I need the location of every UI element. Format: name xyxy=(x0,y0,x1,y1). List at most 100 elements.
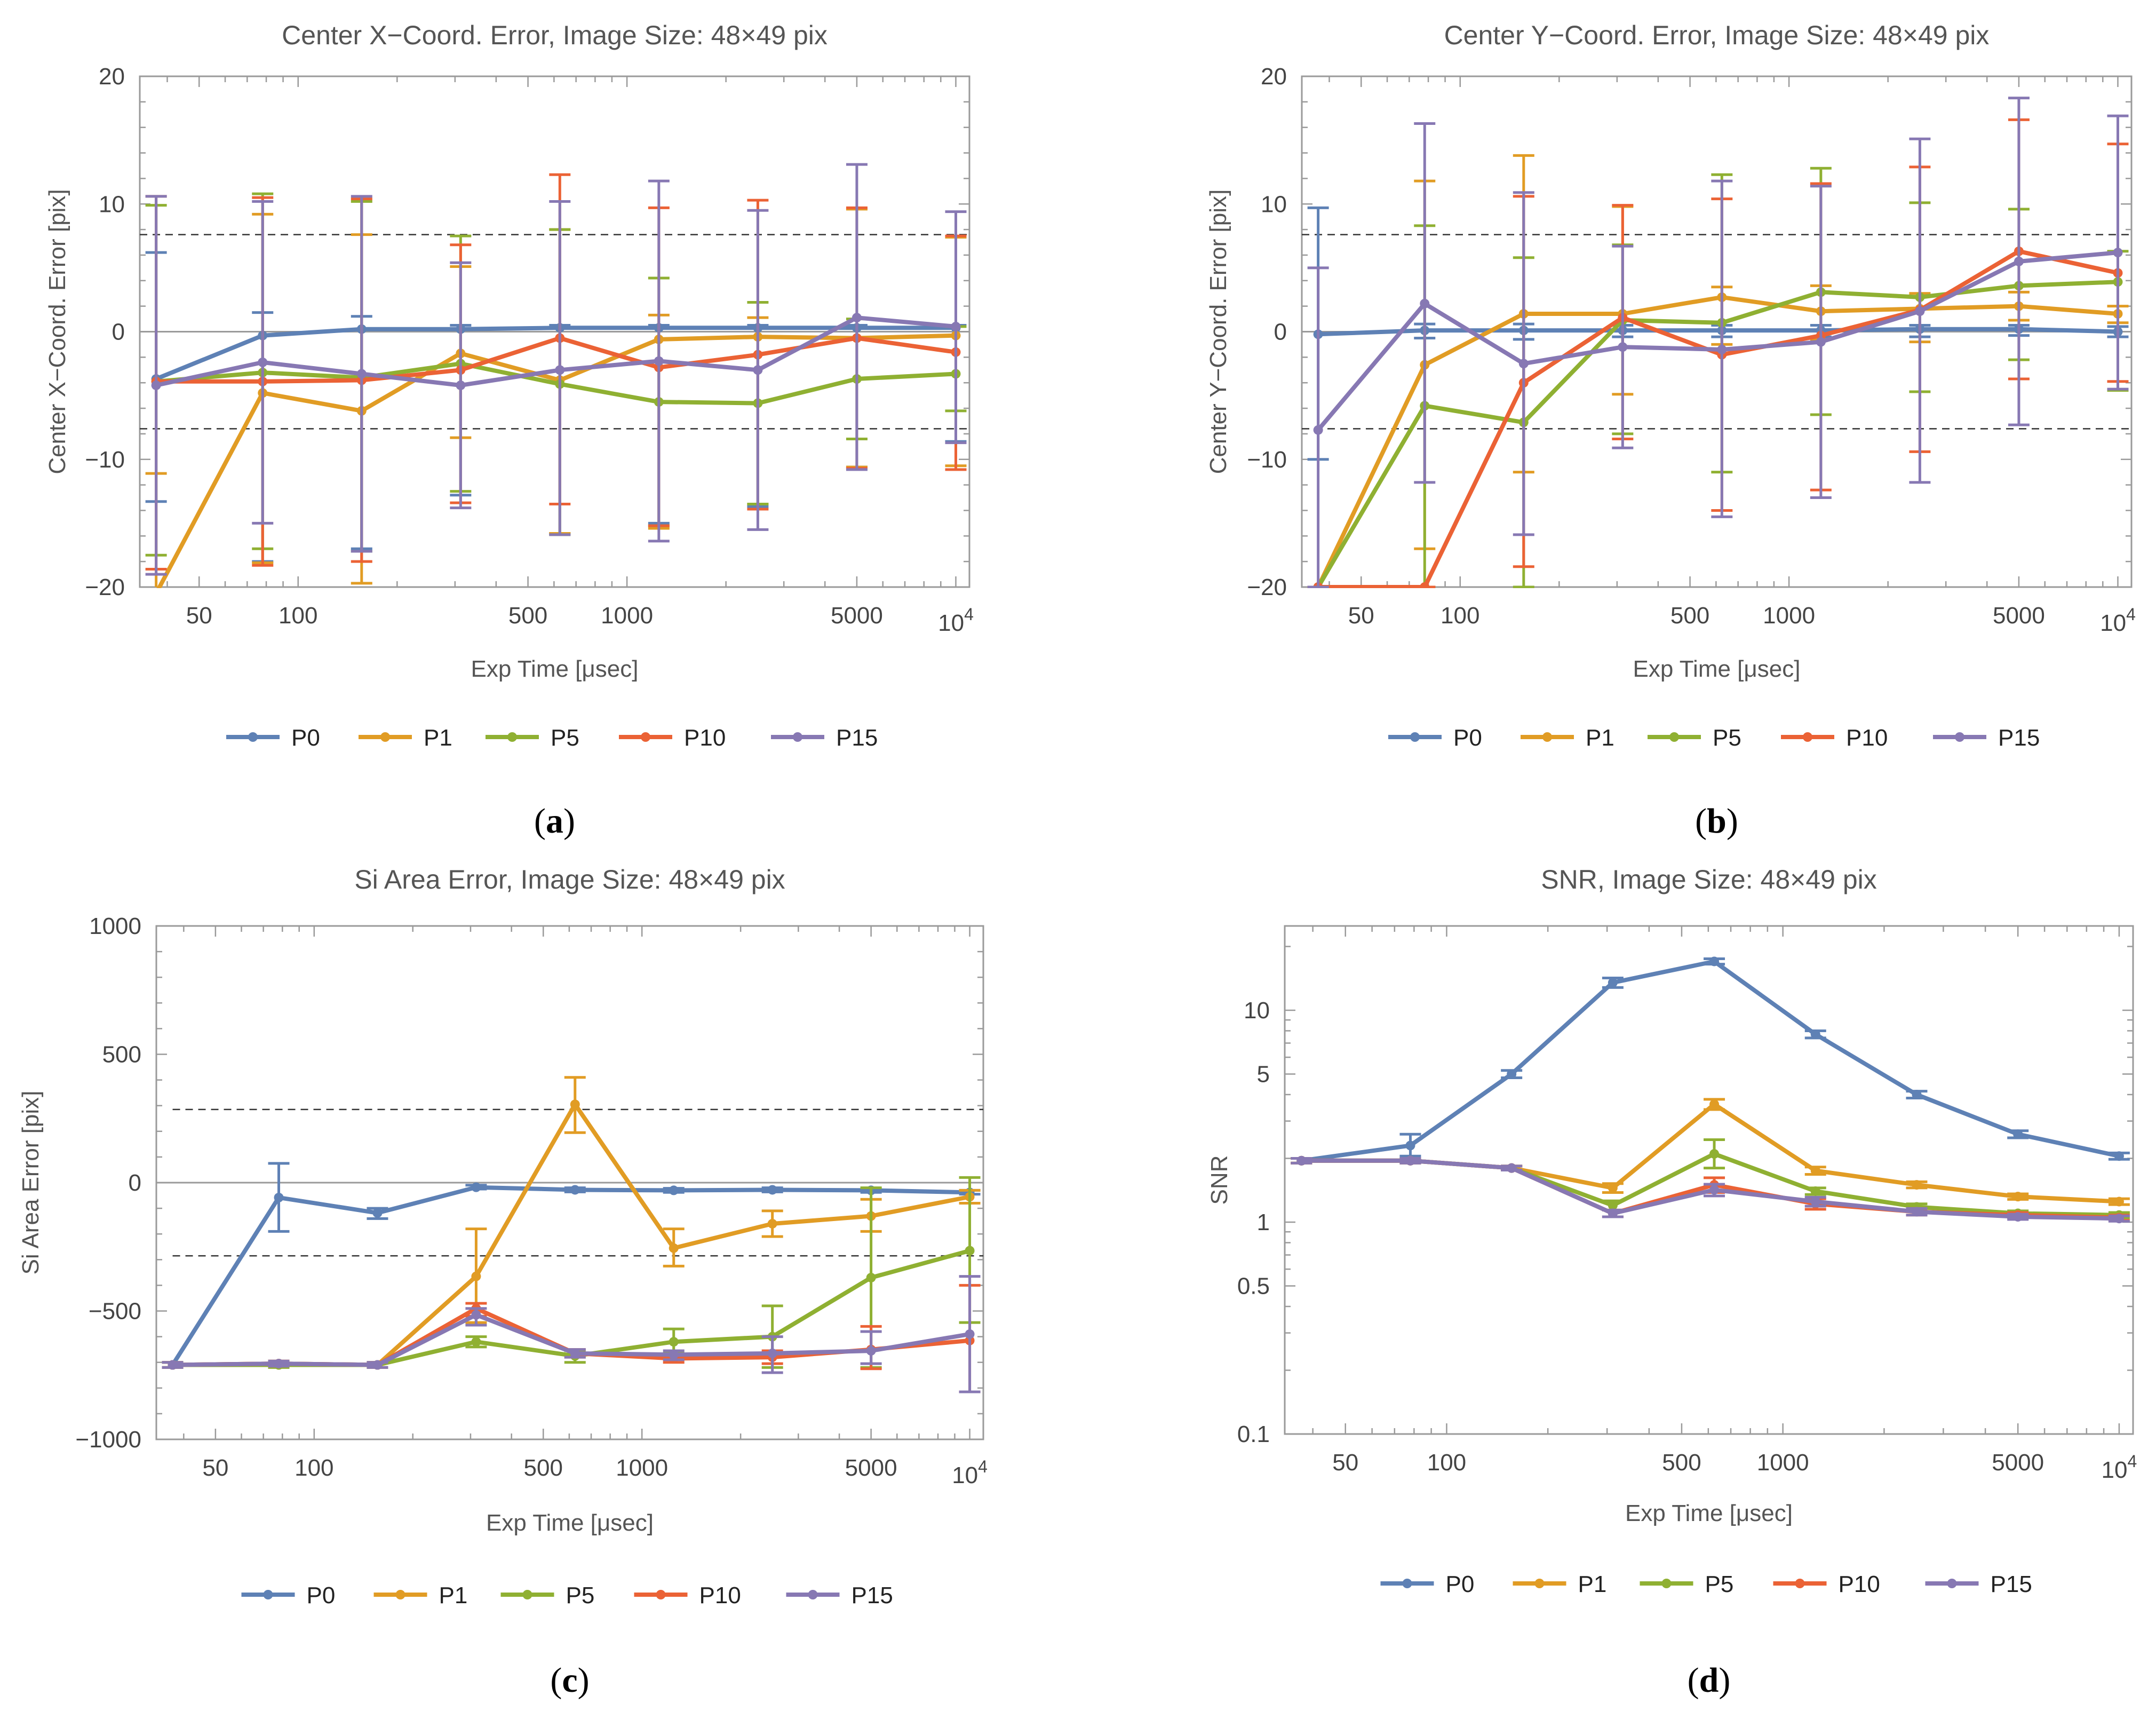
x-tick-label: 500 xyxy=(1662,1449,1701,1476)
legend-item-p1: P1 xyxy=(359,725,452,751)
chart-title: Si Area Error, Image Size: 48×49 pix xyxy=(354,865,785,894)
legend-marker xyxy=(656,1590,666,1599)
y-tick-label: −20 xyxy=(1247,574,1287,600)
legend-marker xyxy=(1955,732,1964,742)
data-point xyxy=(2014,256,2024,266)
series-p0 xyxy=(1307,206,2129,461)
data-point xyxy=(1420,582,1430,588)
legend-marker xyxy=(808,1590,818,1599)
panel-caption: (b) xyxy=(1695,802,1738,841)
series-p10 xyxy=(162,1284,981,1393)
legend-marker xyxy=(1795,1579,1805,1588)
data-point xyxy=(1912,1180,1922,1190)
data-point xyxy=(1405,1140,1415,1151)
data-point xyxy=(1313,425,1323,435)
data-point xyxy=(753,365,763,375)
x-tick-label: 1000 xyxy=(1763,603,1815,629)
data-point xyxy=(152,589,161,598)
data-point xyxy=(471,1310,481,1320)
data-point xyxy=(866,1346,876,1356)
data-point xyxy=(965,1329,975,1339)
series-p15 xyxy=(1291,1155,2130,1224)
series-line xyxy=(1316,250,2118,432)
legend-item-p0: P0 xyxy=(1388,725,1482,751)
legend-item-p5: P5 xyxy=(500,1582,594,1609)
legend: P0 P1 P5 P10 P15 xyxy=(226,725,878,751)
y-tick-label: 20 xyxy=(1261,64,1287,90)
legend-label: P15 xyxy=(1991,1571,2032,1597)
data-point xyxy=(1709,956,1720,967)
x-tick-label: 104 xyxy=(2102,1452,2137,1483)
legend-marker xyxy=(1410,732,1420,742)
series-p5 xyxy=(1307,167,2129,588)
x-axis-label: Exp Time [μsec] xyxy=(1633,656,1801,682)
y-tick-label: −1000 xyxy=(75,1427,141,1453)
data-point xyxy=(2114,1214,2124,1224)
panel-b: Center Y−Coord. Error, Image Size: 48×49… xyxy=(1205,20,2136,841)
x-tick-label: 100 xyxy=(295,1455,333,1481)
data-point xyxy=(471,1271,481,1281)
data-point xyxy=(555,365,565,375)
chart-title: Center Y−Coord. Error, Image Size: 48×49… xyxy=(1444,20,1990,50)
x-tick-label: 100 xyxy=(279,603,317,629)
legend-marker xyxy=(1947,1579,1957,1588)
data-point xyxy=(570,1185,580,1195)
x-tick-label: 50 xyxy=(1348,603,1374,629)
legend-label: P0 xyxy=(1453,725,1482,751)
legend-label: P0 xyxy=(1446,1571,1475,1597)
y-tick-label: 10 xyxy=(99,191,125,217)
y-tick-label: 0 xyxy=(129,1170,141,1196)
x-tick-label: 100 xyxy=(1441,603,1479,629)
legend-item-p0: P0 xyxy=(1380,1571,1475,1597)
legend-marker xyxy=(641,732,650,742)
data-point xyxy=(866,1272,876,1282)
x-axis-label: Exp Time [μsec] xyxy=(486,1510,654,1536)
x-tick-label: 50 xyxy=(202,1455,228,1481)
legend: P0 P1 P5 P10 P15 xyxy=(1388,725,2040,751)
legend-item-p15: P15 xyxy=(1933,725,2040,751)
y-tick-label: 500 xyxy=(102,1042,141,1068)
data-point xyxy=(2114,1151,2124,1161)
plot-area xyxy=(145,163,967,598)
legend-marker xyxy=(1534,1579,1545,1588)
data-point xyxy=(767,1185,777,1195)
legend-label: P1 xyxy=(1586,725,1614,751)
data-point xyxy=(570,1099,580,1110)
panel-caption: (a) xyxy=(534,802,575,841)
panel-c: Si Area Error, Image Size: 48×49 pix 50 10… xyxy=(18,865,988,1700)
data-point xyxy=(456,380,466,390)
data-point xyxy=(951,321,961,331)
y-tick-label: 0.1 xyxy=(1237,1421,1270,1447)
series-p1 xyxy=(1307,154,2129,588)
data-point xyxy=(1518,359,1529,369)
legend-item-p15: P15 xyxy=(1925,1571,2032,1597)
y-tick-label: −20 xyxy=(85,574,125,600)
data-point xyxy=(669,1350,679,1360)
legend-item-p5: P5 xyxy=(486,725,579,751)
data-point xyxy=(1709,1185,1720,1195)
series-p15 xyxy=(1307,97,2129,588)
y-tick-label: 0 xyxy=(112,319,125,345)
legend-item-p10: P10 xyxy=(619,725,726,751)
data-point xyxy=(2113,248,2123,258)
legend-label: P5 xyxy=(551,725,579,751)
legend-item-p15: P15 xyxy=(771,725,878,751)
legend-label: P5 xyxy=(1705,1571,1734,1597)
legend-item-p0: P0 xyxy=(241,1582,335,1609)
data-point xyxy=(274,1359,284,1369)
data-point xyxy=(1709,1099,1720,1110)
x-tick-label: 1000 xyxy=(1757,1449,1809,1476)
legend-marker xyxy=(1661,1579,1672,1588)
plot-area xyxy=(1291,956,2130,1224)
data-point xyxy=(274,1192,284,1202)
legend-label: P10 xyxy=(699,1582,741,1609)
series-p5 xyxy=(162,1176,981,1370)
series-line xyxy=(172,1248,970,1367)
series-line xyxy=(1318,249,2119,588)
data-point xyxy=(1810,1029,1820,1040)
legend-label: P15 xyxy=(836,725,878,751)
y-tick-label: 1 xyxy=(1257,1209,1270,1235)
data-point xyxy=(1420,298,1430,308)
series-p15 xyxy=(162,1275,981,1393)
legend-marker xyxy=(507,732,517,742)
